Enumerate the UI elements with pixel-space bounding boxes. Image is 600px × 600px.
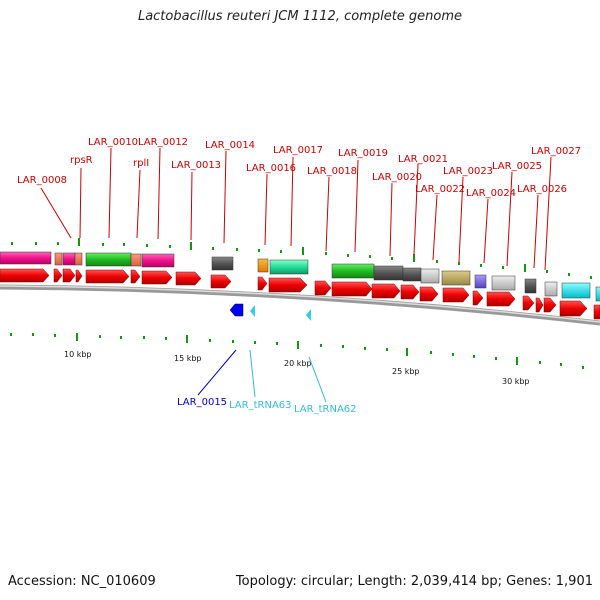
accession-text: Accession: NC_010609 (8, 574, 156, 589)
label-LAR_tRNA62[interactable]: LAR_tRNA62 (294, 404, 357, 415)
cds-arrow[interactable] (175, 271, 202, 286)
gene-block-pink-3[interactable] (141, 253, 175, 268)
gene-block-green-2[interactable] (331, 263, 375, 279)
cds-arrow[interactable] (442, 287, 470, 303)
cog-track (0, 251, 600, 302)
label-LAR_0022[interactable]: LAR_0022 (415, 184, 465, 195)
label-LAR_0026[interactable]: LAR_0026 (517, 184, 567, 195)
bottom-ticks (10, 333, 584, 369)
gene-block-green-1[interactable] (85, 252, 132, 267)
label-LAR_0016[interactable]: LAR_0016 (246, 163, 296, 174)
trna-LAR_tRNA63-marker[interactable] (250, 305, 255, 317)
cds-arrow[interactable] (85, 269, 130, 284)
label-LAR_0008[interactable]: LAR_0008 (17, 175, 67, 186)
label-LAR_0024[interactable]: LAR_0024 (466, 188, 516, 199)
gene-block-gray-4[interactable] (524, 278, 537, 294)
cds-arrow[interactable] (486, 291, 516, 307)
gene-block-light-1[interactable] (420, 268, 440, 284)
cds-arrow[interactable] (314, 280, 332, 296)
gene-block-teal-1[interactable] (269, 259, 309, 275)
leader-LAR_0015 (197, 349, 237, 396)
cds-forward-track (0, 268, 600, 320)
cds-arrow[interactable] (141, 270, 173, 285)
scale-label-30kbp: 30 kbp (502, 377, 530, 386)
leader-LAR_tRNA63 (249, 349, 256, 398)
cds-arrow[interactable] (419, 286, 439, 302)
gene-block-light-2[interactable] (491, 275, 516, 291)
cds-arrow[interactable] (62, 268, 76, 283)
label-LAR_0025[interactable]: LAR_0025 (492, 161, 542, 172)
scale-label-15kbp: 15 kbp (174, 354, 202, 363)
gene-block-orange-1[interactable] (257, 258, 269, 273)
label-LAR_tRNA63[interactable]: LAR_tRNA63 (229, 400, 292, 411)
cds-arrow[interactable] (257, 276, 268, 291)
gene-LAR_0015-arrow[interactable] (229, 303, 244, 317)
gene-block-olive-1[interactable] (441, 270, 471, 286)
map-title: Lactobacillus reuteri JCM 1112, complete… (137, 9, 463, 24)
gene-block-salmon-3[interactable] (130, 253, 142, 267)
cds-arrow[interactable] (53, 268, 63, 283)
label-LAR_0021[interactable]: LAR_0021 (398, 154, 448, 165)
gene-block-gray-2[interactable] (373, 265, 404, 281)
label-LAR_0020[interactable]: LAR_0020 (372, 172, 422, 183)
gene-block-salmon-1[interactable] (54, 252, 63, 266)
cds-arrow[interactable] (210, 274, 232, 289)
label-LAR_0017[interactable]: LAR_0017 (273, 145, 323, 156)
gene-block-gray-3[interactable] (402, 267, 422, 282)
cds-arrow[interactable] (522, 295, 535, 311)
label-LAR_0014[interactable]: LAR_0014 (205, 140, 255, 151)
scale-label-20kbp: 20 kbp (284, 359, 312, 368)
cds-arrow[interactable] (543, 297, 557, 313)
label-LAR_0012[interactable]: LAR_0012 (138, 137, 188, 148)
gene-block-cyan-2[interactable] (595, 286, 600, 302)
label-rplI[interactable]: rplI (133, 158, 149, 169)
gene-block-light-3[interactable] (544, 281, 558, 297)
label-LAR_0010[interactable]: LAR_0010 (88, 137, 138, 148)
label-LAR_0013[interactable]: LAR_0013 (171, 160, 221, 171)
label-LAR_0018[interactable]: LAR_0018 (307, 166, 357, 177)
cds-arrow[interactable] (331, 281, 373, 297)
label-rpsR[interactable]: rpsR (70, 155, 93, 166)
cds-arrow[interactable] (0, 268, 50, 283)
cds-arrow[interactable] (472, 290, 484, 306)
cds-arrow[interactable] (130, 269, 141, 284)
label-LAR_0027[interactable]: LAR_0027 (531, 146, 581, 157)
gene-block-gray-1[interactable] (211, 256, 234, 271)
top-leader-lines (40, 147, 552, 271)
cds-arrow[interactable] (559, 300, 588, 317)
cds-arrow[interactable] (535, 297, 544, 313)
cds-arrow[interactable] (371, 283, 401, 299)
gene-block-pink-2[interactable] (62, 252, 76, 266)
cds-arrow[interactable] (400, 284, 420, 300)
trna-LAR_tRNA62-marker[interactable] (306, 309, 311, 321)
label-LAR_0015[interactable]: LAR_0015 (177, 397, 227, 408)
gene-block-cyan-1[interactable] (561, 282, 591, 299)
scale-label-25kbp: 25 kbp (392, 367, 420, 376)
scale-label-10kbp: 10 kbp (64, 350, 92, 359)
cds-arrow[interactable] (268, 277, 308, 293)
genome-backbone-highlight (0, 285, 600, 323)
cds-arrow[interactable] (75, 269, 83, 283)
cds-arrow[interactable] (593, 304, 600, 320)
gene-block-purple-1[interactable] (474, 274, 487, 289)
gene-block-salmon-2[interactable] (74, 252, 83, 266)
label-LAR_0019[interactable]: LAR_0019 (338, 148, 388, 159)
genome-summary-text: Topology: circular; Length: 2,039,414 bp… (235, 574, 593, 589)
leader-LAR_tRNA62 (308, 356, 327, 403)
label-LAR_0023[interactable]: LAR_0023 (443, 166, 493, 177)
genome-backbone (0, 284, 600, 326)
gene-block-pink-1[interactable] (0, 251, 52, 265)
top-ticks (11, 238, 592, 279)
